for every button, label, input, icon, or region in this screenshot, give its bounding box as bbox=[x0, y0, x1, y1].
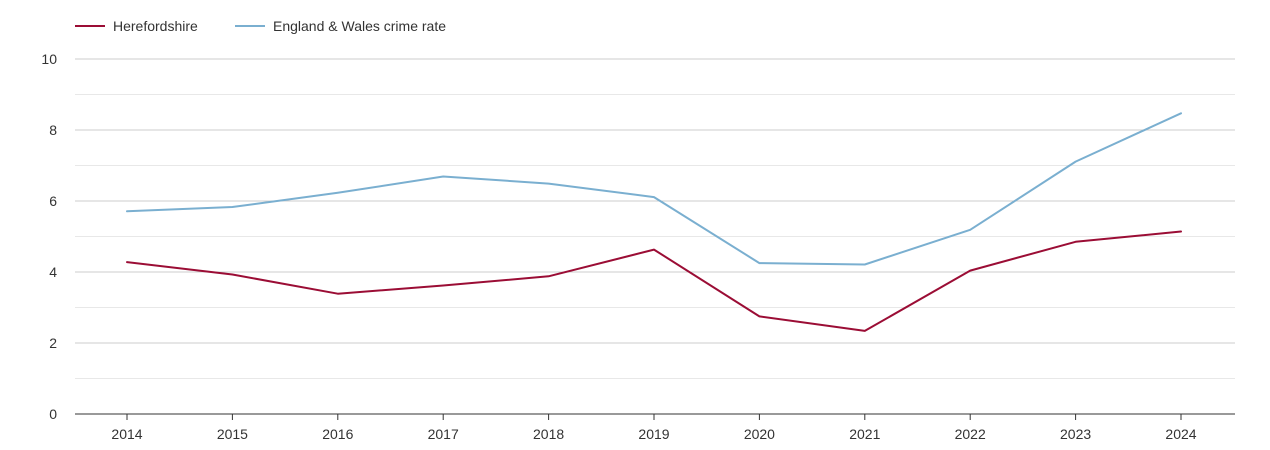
y-tick-label: 4 bbox=[49, 264, 57, 280]
x-tick-label: 2015 bbox=[217, 426, 248, 442]
x-tick-label: 2024 bbox=[1165, 426, 1196, 442]
x-tick-label: 2020 bbox=[744, 426, 775, 442]
y-axis: 0 2 4 6 8 10 bbox=[41, 51, 57, 422]
x-tick-label: 2014 bbox=[111, 426, 142, 442]
y-tick-label: 2 bbox=[49, 335, 57, 351]
gridlines bbox=[75, 58, 1235, 379]
y-tick-label: 10 bbox=[41, 51, 57, 67]
x-tick-label: 2018 bbox=[533, 426, 564, 442]
legend: Herefordshire England & Wales crime rate bbox=[75, 18, 446, 34]
y-tick-label: 8 bbox=[49, 122, 57, 138]
legend-label-england-wales: England & Wales crime rate bbox=[273, 18, 446, 34]
series-lines bbox=[126, 112, 1182, 332]
y-tick-label: 6 bbox=[49, 193, 57, 209]
x-tick-label: 2017 bbox=[428, 426, 459, 442]
x-tick-label: 2022 bbox=[955, 426, 986, 442]
x-tick-label: 2023 bbox=[1060, 426, 1091, 442]
series-line-herefordshire bbox=[126, 230, 1182, 332]
y-tick-label: 0 bbox=[49, 406, 57, 422]
series-line-england-wales-crime-rate bbox=[126, 112, 1182, 266]
x-tick-label: 2016 bbox=[322, 426, 353, 442]
x-tick-label: 2021 bbox=[849, 426, 880, 442]
x-axis: 2014 2015 2016 2017 2018 2019 2020 2021 2022 2023… bbox=[75, 413, 1235, 442]
legend-label-herefordshire: Herefordshire bbox=[113, 18, 198, 34]
x-tick-label: 2019 bbox=[638, 426, 669, 442]
